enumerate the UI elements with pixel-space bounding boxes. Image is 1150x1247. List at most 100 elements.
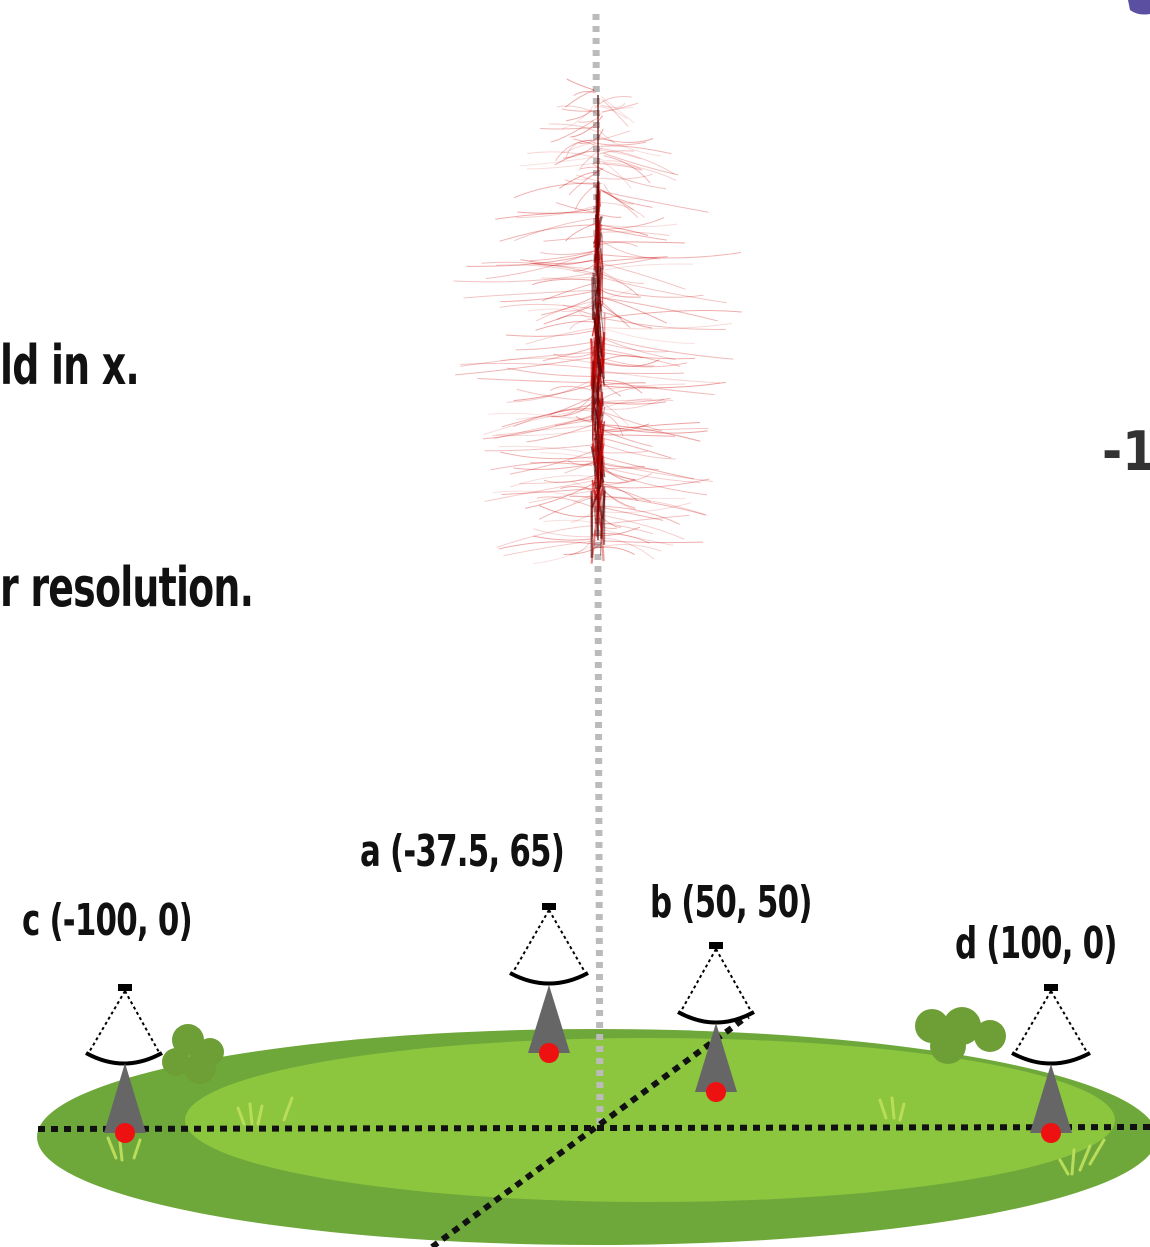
shower-track <box>597 287 641 298</box>
camera-a-point <box>539 1043 559 1063</box>
shower-track <box>536 300 596 322</box>
shower-track <box>601 99 629 127</box>
shower-track <box>495 428 597 437</box>
shower-track <box>533 259 593 266</box>
shower-track <box>567 460 596 465</box>
shower-core-track <box>597 267 603 291</box>
shower-track <box>603 466 701 484</box>
shower-track <box>551 400 593 418</box>
shower-track <box>599 106 634 115</box>
shower-track <box>600 102 626 108</box>
camera-d <box>1011 984 1091 1143</box>
shower-track <box>541 282 595 302</box>
shower-track <box>562 142 596 154</box>
shower-track <box>600 201 645 219</box>
shower-track <box>530 262 594 270</box>
field-inner <box>185 1038 1115 1202</box>
corner-blob <box>1128 0 1150 15</box>
shower-track <box>600 428 653 447</box>
shower-track <box>600 398 653 410</box>
shower-track <box>570 507 597 524</box>
shower-track <box>598 336 676 360</box>
shower-track <box>598 514 685 540</box>
shower-track <box>576 174 599 182</box>
shower-track <box>592 334 734 360</box>
shower-track <box>547 408 596 417</box>
shower-track <box>601 401 667 405</box>
shower-track <box>519 477 599 485</box>
shower-track <box>466 253 594 267</box>
shower-track <box>563 393 595 416</box>
shower-track <box>603 379 643 394</box>
shower-track <box>600 323 733 330</box>
camera-b-point <box>706 1082 726 1102</box>
shower-track <box>596 226 667 241</box>
shower-track <box>562 304 595 317</box>
shower-track <box>596 213 622 218</box>
shower-track <box>602 497 686 500</box>
shower-track <box>515 203 601 219</box>
shower-core-track <box>599 376 602 415</box>
shower-track <box>599 487 636 509</box>
shower-track <box>593 130 631 142</box>
shower-track <box>601 544 662 552</box>
shower-track <box>463 289 601 299</box>
grass-field <box>37 1029 1150 1245</box>
shower-track <box>596 223 649 237</box>
shower-track <box>526 422 599 443</box>
shower-track <box>483 408 595 436</box>
shower-track <box>602 472 653 485</box>
shower-track <box>600 96 635 124</box>
shower-core-track <box>592 361 597 433</box>
shower-track <box>498 541 600 550</box>
shower-track <box>603 251 741 259</box>
shower-track <box>513 407 596 428</box>
shower-track <box>565 223 595 242</box>
shower-track <box>500 357 598 365</box>
shower-track <box>597 150 635 155</box>
shower-track <box>513 216 604 242</box>
shower-track <box>528 488 600 504</box>
bush-left <box>162 1024 224 1084</box>
shower-track <box>513 182 595 199</box>
shower-track <box>602 478 710 489</box>
shower-track <box>488 412 594 424</box>
shower-track <box>559 171 597 189</box>
shower-track <box>460 362 594 369</box>
shower-track <box>556 105 601 116</box>
shower-track <box>529 462 593 466</box>
shower-core-track <box>603 312 606 370</box>
shower-track <box>568 167 604 196</box>
shower-track <box>599 296 668 324</box>
shower-track <box>601 528 674 546</box>
shower-track <box>596 136 654 143</box>
shower-track <box>600 478 636 484</box>
shower-track <box>601 462 645 468</box>
shower-track <box>505 330 593 337</box>
shower-track <box>597 261 686 290</box>
shower-track <box>597 162 642 171</box>
shower-track <box>520 156 600 167</box>
shower-track <box>527 308 599 317</box>
shower-track <box>603 183 634 205</box>
shower-track <box>566 78 595 91</box>
shower-track <box>599 436 672 459</box>
shower-track <box>594 350 696 360</box>
shower-track <box>579 128 604 144</box>
shower-track <box>598 398 665 410</box>
shower-track <box>560 486 603 497</box>
shower-track <box>592 274 727 304</box>
shower-track <box>564 89 595 108</box>
shower-track <box>593 315 727 331</box>
shower-track <box>599 506 664 521</box>
shower-track <box>594 380 715 396</box>
shower-track <box>562 103 596 130</box>
shower-track <box>500 289 600 303</box>
shower-core-track <box>601 332 606 374</box>
shower-track <box>603 537 655 560</box>
shower-track <box>540 126 596 130</box>
shower-track <box>495 264 596 277</box>
shower-track <box>600 381 726 389</box>
shower-track <box>516 416 596 423</box>
